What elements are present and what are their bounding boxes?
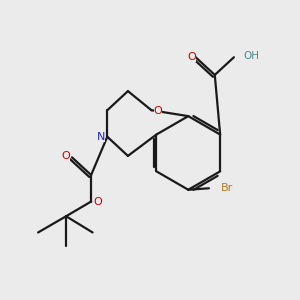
Text: O: O (93, 196, 102, 206)
Text: O: O (61, 151, 70, 161)
Text: Br: Br (221, 183, 233, 193)
Text: N: N (97, 132, 105, 142)
Text: OH: OH (243, 51, 259, 61)
Text: O: O (154, 106, 162, 116)
Text: O: O (188, 52, 197, 62)
